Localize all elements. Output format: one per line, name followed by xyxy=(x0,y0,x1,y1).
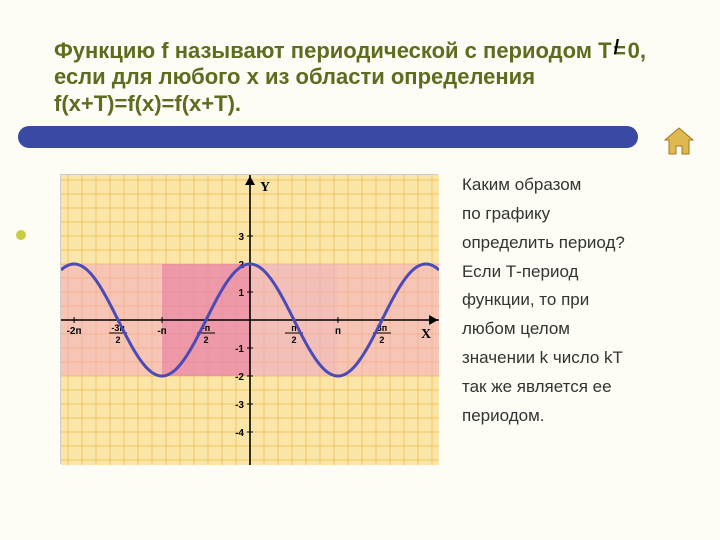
svg-text:2: 2 xyxy=(291,335,296,345)
accent-bar xyxy=(18,126,638,148)
svg-text:-2п: -2п xyxy=(67,326,82,337)
svg-text:1: 1 xyxy=(238,288,244,299)
svg-text:-1: -1 xyxy=(235,344,244,355)
text-line: периодом. xyxy=(462,403,692,430)
svg-text:2: 2 xyxy=(204,335,209,345)
text-line: по графику xyxy=(462,201,692,228)
text-line: Каким образом xyxy=(462,172,692,199)
svg-text:3: 3 xyxy=(238,232,244,243)
svg-text:2: 2 xyxy=(379,335,384,345)
svg-text:2: 2 xyxy=(116,335,121,345)
text-line: функции, то при xyxy=(462,287,692,314)
text-line: так же является ее xyxy=(462,374,692,401)
svg-text:-п: -п xyxy=(157,326,166,337)
text-line: Если Т-период xyxy=(462,259,692,286)
svg-text:-3: -3 xyxy=(235,400,244,411)
text-line: любом целом xyxy=(462,316,692,343)
text-line: значении k число kT xyxy=(462,345,692,372)
periodic-function-chart: YX-4-3-2-1123-2п-3п2-п-п2п2п3п2 xyxy=(60,174,438,464)
not-equal-symbol xyxy=(612,38,628,64)
svg-text:-2: -2 xyxy=(235,372,244,383)
bullet-dot xyxy=(16,230,26,240)
svg-text:Y: Y xyxy=(260,180,270,195)
side-text-block: Каким образом по графику определить пери… xyxy=(462,172,692,432)
home-icon[interactable] xyxy=(662,126,696,161)
svg-text:-4: -4 xyxy=(235,428,244,439)
slide-title: Функцию f называют периодической с перио… xyxy=(54,38,669,117)
text-line: определить период? xyxy=(462,230,692,257)
svg-text:X: X xyxy=(421,327,431,342)
title-part1: Функцию f называют периодической с перио… xyxy=(54,38,612,63)
svg-text:п: п xyxy=(335,326,341,337)
